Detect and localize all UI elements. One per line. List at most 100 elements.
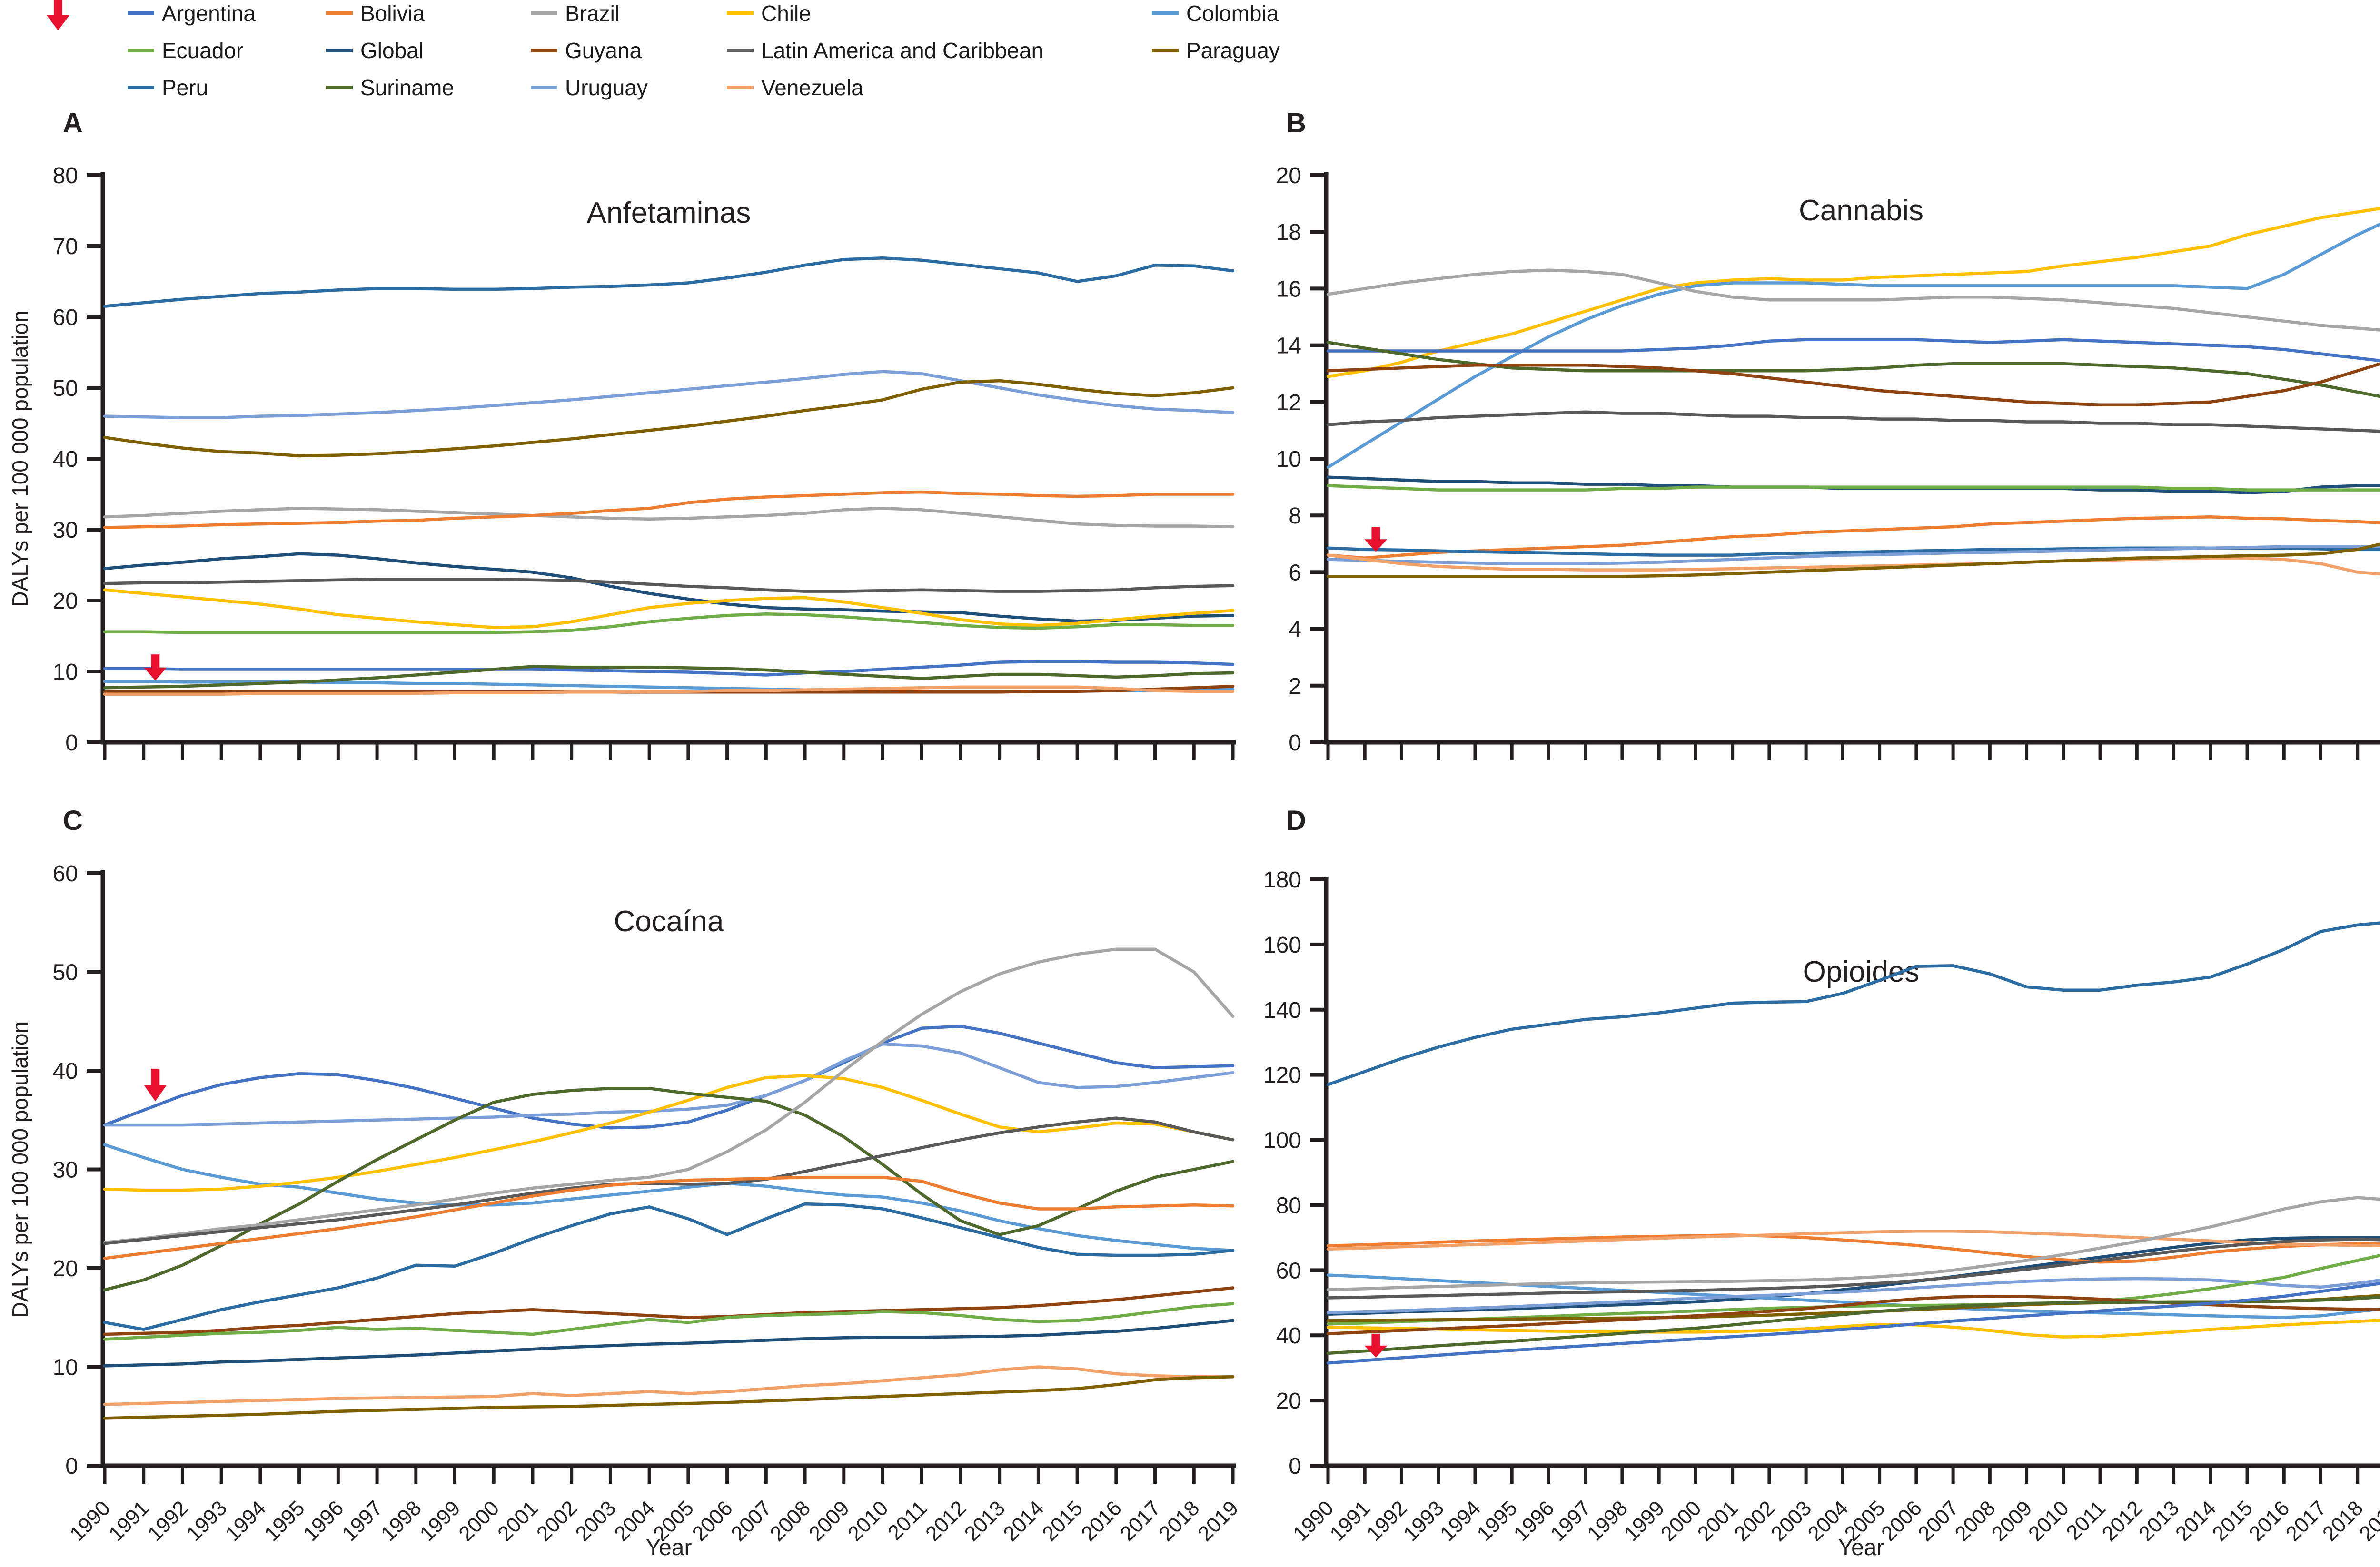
x-tick-label: 1995 (260, 1496, 309, 1546)
y-tick-label: 4 (1289, 617, 1301, 642)
legend-item-brazil: Brazil (531, 2, 620, 24)
x-tick-label: 2013 (960, 1496, 1010, 1546)
series-line-suriname (1326, 341, 2380, 398)
x-tick-label: 2017 (2281, 1496, 2331, 1546)
y-axis-title: DALYs per 100 000 population (8, 1021, 32, 1318)
series-line-brazil (103, 507, 1235, 529)
y-tick-label: 10 (1276, 447, 1301, 472)
y-tick-label: 30 (53, 1158, 78, 1183)
legend-item-guyana: Guyana (531, 39, 642, 61)
legend-label: Guyana (565, 38, 642, 63)
legend-swatch-colombia (1152, 11, 1179, 15)
y-tick-label: 20 (53, 1256, 78, 1281)
y-axis-title: DALYs per 100 000 population (8, 310, 32, 607)
y-tick-label: 20 (1276, 163, 1301, 188)
series-line-paraguay (1326, 542, 2380, 578)
series-line-ecuador (1326, 484, 2380, 492)
y-tick-label: 70 (53, 234, 78, 259)
y-tick-label: 10 (53, 660, 78, 685)
x-tick-label: 2001 (1693, 1496, 1743, 1546)
panel-letter-b: B (1286, 108, 1306, 138)
legend-swatch-peru (128, 86, 154, 89)
legend-label: Paraguay (1186, 38, 1280, 63)
legend-item-suriname: Suriname (326, 77, 454, 99)
series-line-suriname (103, 665, 1235, 690)
legend-swatch-suriname (326, 86, 353, 89)
x-tick-label: 1992 (1362, 1496, 1412, 1546)
y-tick-label: 6 (1289, 560, 1301, 585)
series-line-ecuador (103, 612, 1235, 634)
y-tick-label: 80 (1276, 1193, 1301, 1218)
x-tick-label: 2006 (688, 1496, 737, 1546)
series-line-venezuela (1326, 553, 2380, 576)
x-tick-label: 2011 (2062, 1496, 2111, 1545)
x-tick-label: 2008 (1951, 1496, 2000, 1546)
series-line-colombia (1326, 222, 2380, 469)
x-tick-label: 1994 (221, 1496, 270, 1546)
y-tick-label: 12 (1276, 390, 1301, 415)
series-line-argentina (1326, 1282, 2380, 1365)
series-line-peru (103, 1202, 1235, 1331)
legend-item-colombia: Colombia (1152, 2, 1279, 24)
x-tick-label: 2000 (454, 1496, 504, 1546)
legend-red-arrow-icon (47, 0, 69, 30)
legend-swatch-brazil (531, 11, 557, 15)
y-tick-label: 10 (53, 1355, 78, 1380)
x-tick-label: 1991 (104, 1496, 154, 1546)
legend-label: Bolivia (360, 1, 425, 26)
x-tick-label: 2007 (1914, 1496, 1963, 1546)
annotation-red-arrow-b (1364, 527, 1388, 552)
x-tick-label: 2014 (2171, 1496, 2221, 1546)
x-tick-label: 2008 (765, 1496, 815, 1546)
series-line-uruguay (103, 1042, 1235, 1127)
x-tick-label: 2012 (2098, 1496, 2147, 1546)
panel-title-a: Anfetaminas (587, 197, 751, 229)
x-tick-label: 1999 (416, 1496, 465, 1546)
legend-label: Chile (761, 1, 811, 26)
series-line-bolivia (1326, 1233, 2380, 1264)
y-tick-label: 30 (53, 518, 78, 543)
series-line-uruguay (1326, 545, 2380, 565)
legend-swatch-ecuador (128, 49, 154, 52)
y-tick-label: 40 (53, 447, 78, 472)
legend-item-ecuador: Ecuador (128, 39, 243, 61)
x-tick-label: 2019 (1193, 1496, 1243, 1546)
x-tick-label: 1995 (1472, 1496, 1522, 1546)
legend-label: Brazil (565, 1, 620, 26)
y-tick-label: 40 (1276, 1323, 1301, 1349)
legend-swatch-argentina (128, 11, 154, 15)
legend-swatch-chile (727, 11, 754, 15)
y-tick-label: 2 (1289, 674, 1301, 699)
series-line-chile (1326, 1319, 2380, 1339)
x-tick-label: 2009 (1987, 1496, 2037, 1546)
legend-item-paraguay: Paraguay (1152, 39, 1280, 61)
x-tick-label: 2016 (1077, 1496, 1126, 1546)
y-tick-label: 8 (1289, 503, 1301, 529)
x-tick-label: 2001 (493, 1496, 543, 1546)
legend-item-uruguay: Uruguay (531, 77, 648, 99)
series-line-bolivia (103, 490, 1235, 529)
x-tick-label: 2016 (2244, 1496, 2294, 1546)
x-tick-label: 2013 (2134, 1496, 2184, 1546)
y-tick-label: 0 (1289, 1454, 1301, 1479)
x-tick-label: 1996 (1509, 1496, 1559, 1546)
y-tick-label: 18 (1276, 220, 1301, 245)
series-line-colombia (103, 1143, 1235, 1252)
series-line-uruguay (1326, 1277, 2380, 1314)
y-tick-label: 160 (1263, 933, 1301, 958)
series-line-guyana (1326, 362, 2380, 407)
series-line-paraguay (103, 1375, 1235, 1420)
x-tick-label: 2011 (883, 1496, 932, 1545)
legend-label: Colombia (1186, 1, 1279, 26)
x-tick-label: 2012 (921, 1496, 971, 1546)
legend-swatch-bolivia (326, 11, 353, 15)
x-tick-label: 2003 (571, 1496, 621, 1546)
legend-item-peru: Peru (128, 77, 208, 99)
series-line-guyana (103, 1286, 1235, 1336)
series-line-latin-america-and-caribbean (1326, 1238, 2380, 1300)
annotation-red-arrow-d (1364, 1333, 1388, 1358)
x-tick-label: 2018 (1154, 1496, 1204, 1546)
x-tick-label: 2006 (1877, 1496, 1926, 1546)
